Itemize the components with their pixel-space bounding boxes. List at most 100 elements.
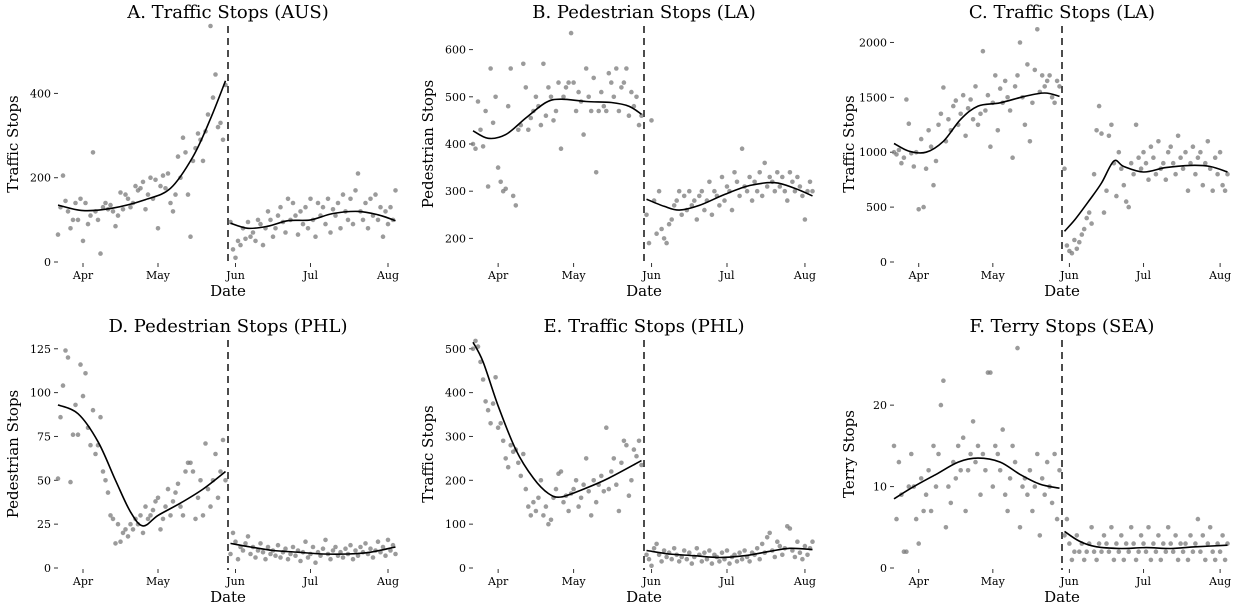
fit-line-pre xyxy=(893,457,1060,500)
data-point xyxy=(1111,557,1117,563)
data-point xyxy=(303,204,308,210)
fit-line-post xyxy=(230,542,396,556)
y-tick-label: 100 xyxy=(445,518,466,531)
data-point xyxy=(495,425,501,431)
data-point xyxy=(654,231,659,236)
data-point xyxy=(906,484,912,489)
y-tick-label: 1000 xyxy=(859,146,887,159)
data-point xyxy=(757,556,762,562)
data-point xyxy=(1163,549,1169,554)
data-point xyxy=(1193,171,1198,177)
data-point xyxy=(120,207,126,212)
data-point xyxy=(699,188,705,194)
data-point xyxy=(780,552,785,558)
data-point xyxy=(485,407,491,413)
data-point xyxy=(65,355,71,360)
data-point xyxy=(639,462,644,468)
data-point xyxy=(183,150,188,155)
data-point xyxy=(383,553,388,558)
fit-line-pre xyxy=(893,92,1060,154)
data-point xyxy=(88,442,93,448)
data-point xyxy=(148,513,153,518)
data-point xyxy=(767,174,772,180)
y-tick-label: 200 xyxy=(445,474,466,487)
data-point xyxy=(1020,484,1025,489)
data-point xyxy=(220,137,226,143)
data-point xyxy=(1153,549,1159,554)
data-point xyxy=(772,188,778,194)
data-point xyxy=(671,546,677,551)
data-point xyxy=(223,478,228,483)
data-point xyxy=(343,546,348,551)
data-point xyxy=(1084,549,1089,554)
data-point xyxy=(380,234,386,239)
y-tick-label: 500 xyxy=(866,201,887,214)
data-point xyxy=(968,451,973,457)
data-point xyxy=(1017,525,1023,530)
data-point xyxy=(576,89,581,95)
data-point xyxy=(646,240,652,246)
data-point xyxy=(178,504,183,509)
data-point xyxy=(480,377,486,382)
data-point xyxy=(1151,155,1156,160)
data-point xyxy=(1054,516,1060,522)
data-point xyxy=(923,166,929,171)
data-point xyxy=(946,117,951,122)
data-point xyxy=(1170,160,1176,166)
data-point xyxy=(709,561,715,566)
data-point xyxy=(320,204,326,210)
data-point xyxy=(970,419,976,424)
data-point xyxy=(383,209,388,214)
data-point xyxy=(707,548,712,553)
data-point xyxy=(639,113,644,118)
data-point xyxy=(1131,171,1136,177)
data-point xyxy=(899,160,904,166)
y-tick-label: 25 xyxy=(37,518,51,531)
data-point xyxy=(933,158,939,164)
data-point xyxy=(1215,541,1220,546)
data-point xyxy=(80,238,86,244)
data-point xyxy=(128,521,133,527)
x-tick-label: Jun xyxy=(1059,575,1079,588)
data-point xyxy=(1203,160,1208,166)
data-point xyxy=(926,468,931,473)
data-point xyxy=(970,117,976,122)
data-point xyxy=(681,193,687,199)
data-point xyxy=(215,124,221,130)
data-point xyxy=(1178,155,1183,160)
data-point xyxy=(1114,541,1119,546)
x-tick-label: Jun xyxy=(225,269,245,282)
data-point xyxy=(1220,182,1225,188)
x-tick-label: Jul xyxy=(718,269,734,282)
data-point xyxy=(1069,557,1075,563)
data-point xyxy=(674,198,679,203)
data-point xyxy=(393,188,398,193)
data-point xyxy=(275,542,281,548)
data-point xyxy=(1101,210,1107,215)
data-point xyxy=(165,486,171,492)
data-point xyxy=(926,128,931,133)
data-point xyxy=(800,193,805,199)
data-point xyxy=(175,481,181,487)
data-point xyxy=(941,378,946,384)
data-point xyxy=(1091,549,1097,554)
data-point xyxy=(790,179,795,185)
data-point xyxy=(118,539,123,544)
data-point xyxy=(679,554,684,560)
data-point xyxy=(709,212,715,218)
data-point xyxy=(70,432,76,438)
data-point xyxy=(183,469,188,474)
data-point xyxy=(370,555,376,560)
data-point xyxy=(616,108,622,114)
x-axis-label: Date xyxy=(210,282,246,300)
data-point xyxy=(795,174,800,180)
data-point xyxy=(473,338,478,344)
data-point xyxy=(965,468,971,473)
y-axis-label: Traffic Stops xyxy=(840,95,858,192)
data-point xyxy=(626,113,632,118)
data-point xyxy=(1143,160,1149,166)
data-point xyxy=(629,478,634,483)
data-point xyxy=(538,122,544,128)
data-point xyxy=(173,192,178,197)
data-point xyxy=(68,226,73,231)
